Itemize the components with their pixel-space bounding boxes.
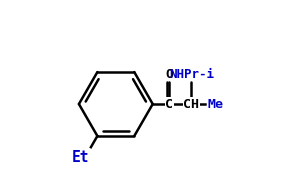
Text: Et: Et [71,150,89,165]
Text: Me: Me [207,98,223,111]
Text: NHPr-i: NHPr-i [169,68,214,81]
Text: CH: CH [183,98,199,111]
Text: C: C [165,98,173,111]
Text: O: O [165,68,173,81]
